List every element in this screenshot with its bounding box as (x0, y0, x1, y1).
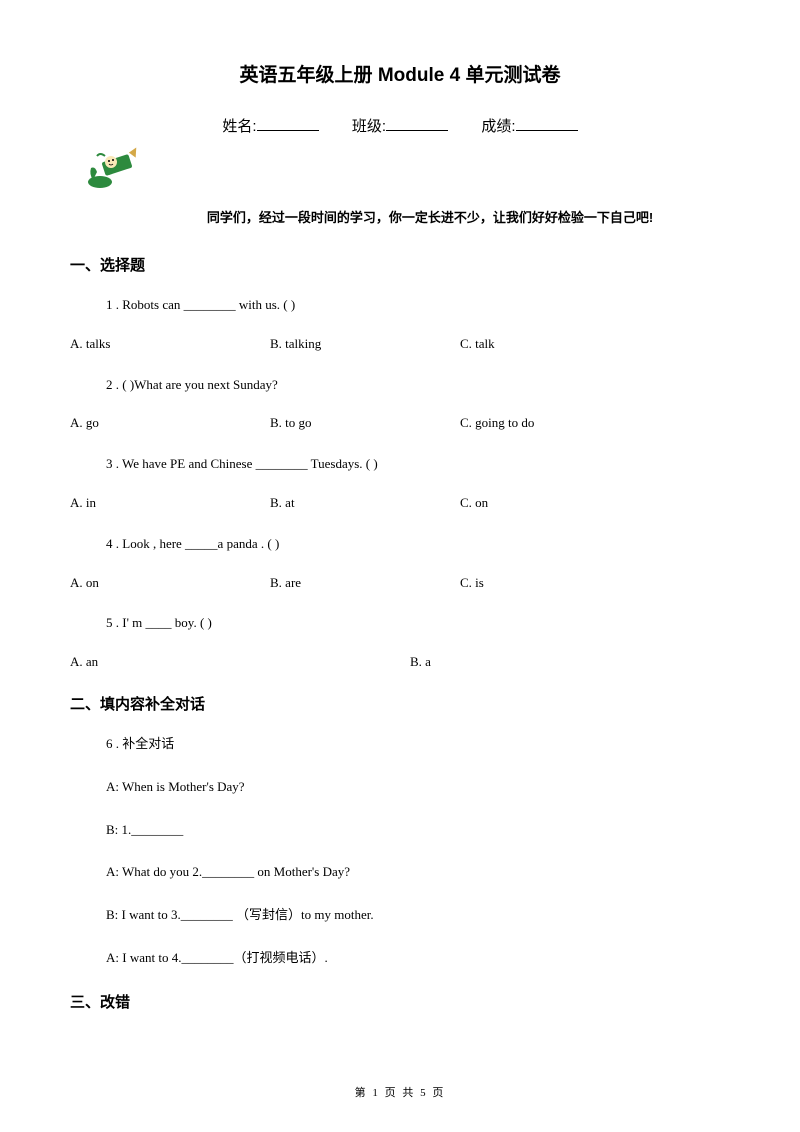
score-label: 成绩: (481, 118, 515, 135)
q2-options: A. go B. to go C. going to do (70, 413, 730, 434)
q2-c: C. going to do (460, 413, 534, 434)
q1-a: A. talks (70, 334, 270, 355)
q2-text: 2 . ( )What are you next Sunday? (70, 375, 730, 396)
q3-c: C. on (460, 493, 488, 514)
page-title: 英语五年级上册 Module 4 单元测试卷 (70, 60, 730, 87)
student-info-line: 姓名: 班级: 成绩: (70, 115, 730, 136)
name-blank[interactable] (257, 115, 319, 131)
encourage-text: 同学们，经过一段时间的学习，你一定长进不少，让我们好好检验一下自己吧! (70, 207, 730, 226)
q3-options: A. in B. at C. on (70, 493, 730, 514)
q5-a: A. an (70, 652, 410, 673)
q1-b: B. talking (270, 334, 460, 355)
q1-text: 1 . Robots can ________ with us. ( ) (70, 295, 730, 316)
dialog-line5: A: I want to 4.________（打视频电话）. (70, 948, 730, 969)
q2-a: A. go (70, 413, 270, 434)
q4-options: A. on B. are C. is (70, 573, 730, 594)
q4-c: C. is (460, 573, 484, 594)
dialog-line1: A: When is Mother's Day? (70, 777, 730, 798)
q2-b: B. to go (270, 413, 460, 434)
section3-title: 三、改错 (70, 991, 730, 1012)
q1-c: C. talk (460, 334, 495, 355)
q3-text: 3 . We have PE and Chinese ________ Tues… (70, 454, 730, 475)
q5-b: B. a (410, 652, 431, 673)
class-label: 班级: (352, 118, 386, 135)
section2-title: 二、填内容补全对话 (70, 693, 730, 714)
dialog-line2: B: 1.________ (70, 820, 730, 841)
q6-label: 6 . 补全对话 (70, 734, 730, 755)
page-footer: 第 1 页 共 5 页 (0, 1084, 800, 1100)
q5-options: A. an B. a (70, 652, 730, 673)
class-blank[interactable] (386, 115, 448, 131)
dialog-line3: A: What do you 2.________ on Mother's Da… (70, 862, 730, 883)
q3-a: A. in (70, 493, 270, 514)
pencil-icon (85, 144, 730, 197)
q3-b: B. at (270, 493, 460, 514)
q1-options: A. talks B. talking C. talk (70, 334, 730, 355)
dialog-line4: B: I want to 3.________ （写封信）to my mothe… (70, 905, 730, 926)
score-blank[interactable] (516, 115, 578, 131)
q4-b: B. are (270, 573, 460, 594)
q5-text: 5 . I' m ____ boy. ( ) (70, 613, 730, 634)
q4-a: A. on (70, 573, 270, 594)
q4-text: 4 . Look , here _____a panda . ( ) (70, 534, 730, 555)
section1-title: 一、选择题 (70, 254, 730, 275)
name-label: 姓名: (222, 118, 256, 135)
